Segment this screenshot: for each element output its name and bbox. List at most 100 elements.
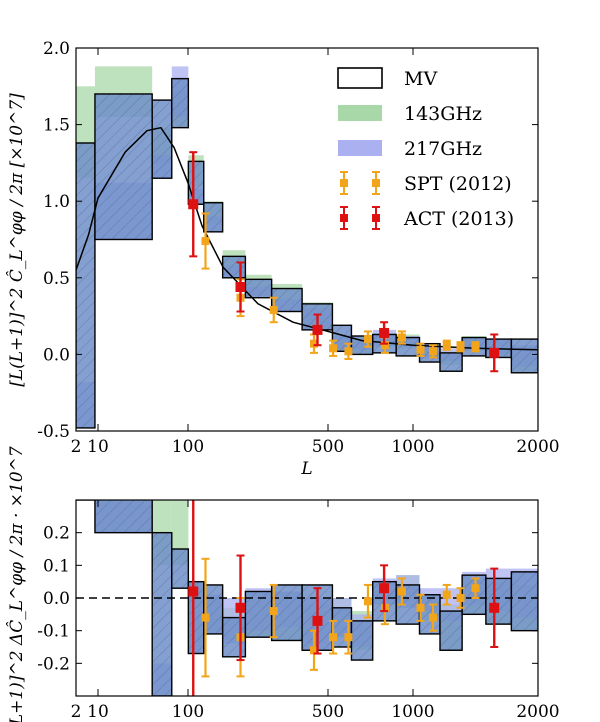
- spt-point: [363, 597, 372, 606]
- legend-label: MV: [404, 68, 437, 90]
- legend: MV 143GHz 217GHz SPT (2012) ACT (2013): [337, 67, 514, 230]
- mv-bin: [510, 571, 538, 632]
- spt-point: [363, 335, 372, 344]
- x-tick-label: 10: [87, 702, 109, 722]
- act-point: [188, 586, 199, 597]
- mv-bin-hatch: [203, 584, 223, 634]
- mv-bin-hatch: [271, 288, 303, 312]
- spt-point: [269, 607, 278, 616]
- spt-point: [344, 633, 353, 642]
- legend-marker: [340, 179, 348, 187]
- spt-point: [397, 587, 406, 596]
- mv-bin-hatch: [171, 549, 189, 589]
- mv-bin: [76, 142, 96, 429]
- spt-point: [310, 646, 318, 655]
- spt-point: [344, 347, 353, 356]
- spt-point: [201, 237, 210, 246]
- mv-bin: [151, 99, 173, 179]
- spt-point: [310, 339, 318, 348]
- mv-bin: [510, 338, 538, 374]
- legend-item: 143GHz: [338, 103, 482, 125]
- mv-bin-hatch: [152, 532, 172, 696]
- mv-bin-hatch: [485, 578, 512, 625]
- mv-bin-hatch: [440, 352, 463, 372]
- top-data-layer: [76, 66, 538, 429]
- legend-label: 143GHz: [404, 103, 482, 125]
- act-point: [312, 615, 323, 626]
- y-tick-label: 0.2: [43, 524, 70, 544]
- spt-point: [416, 345, 425, 354]
- mv-bin-hatch: [203, 202, 223, 232]
- spt-point: [471, 342, 480, 351]
- x-tick-label: 100: [172, 702, 204, 722]
- mv-bin-hatch: [76, 142, 95, 428]
- spt-point: [442, 341, 451, 350]
- act-point: [235, 602, 246, 613]
- mv-bin: [270, 287, 303, 313]
- act-point: [235, 281, 246, 292]
- top-ticks: -0.5 0.0 0.5 1.0 1.5 2.0 2 10 100 500 1000 2000: [37, 39, 559, 457]
- spt-point: [456, 342, 465, 351]
- legend-swatch-mv: [337, 67, 383, 89]
- mv-bin: [439, 610, 463, 651]
- legend-label: 217GHz: [404, 138, 482, 160]
- spt-point: [380, 341, 389, 350]
- legend-marker: [372, 214, 380, 222]
- spt-point: [471, 584, 480, 593]
- legend-marker: [372, 179, 380, 187]
- top-axes-frame: [75, 47, 539, 432]
- y-tick-label: 1.5: [43, 116, 70, 136]
- theory-curve: [76, 126, 538, 351]
- x-tick-label: 2: [71, 437, 82, 457]
- legend-item: MV: [337, 67, 437, 90]
- y-tick-label: 2.0: [43, 39, 70, 59]
- mv-bin-hatch: [222, 256, 246, 278]
- y-tick-label: 0.0: [43, 345, 70, 365]
- mv-bin-hatch: [94, 500, 153, 533]
- x-tick-label: 1000: [391, 437, 434, 457]
- legend-item: 217GHz: [338, 138, 482, 160]
- mv-bin-hatch: [332, 325, 352, 352]
- mv-bin: [171, 77, 190, 129]
- mv-bin-hatch: [245, 279, 272, 298]
- act-point: [188, 199, 199, 210]
- mv-bin-hatch: [245, 591, 272, 638]
- act-point: [379, 583, 390, 594]
- mv-bin-hatch: [171, 78, 189, 128]
- y-tick-label: 0.1: [43, 556, 70, 576]
- bottom-panel: -0.2 -0.1 0.0 0.1 0.2 2 10 100 500 1000 2000 [L(L+…: [6, 446, 560, 722]
- spt-point: [429, 613, 437, 622]
- bottom-ticks: -0.2 -0.1 0.0 0.1 0.2 2 10 100 500 1000 2000: [37, 500, 560, 722]
- act-point: [379, 327, 390, 338]
- y-tick-label: -0.5: [37, 422, 70, 442]
- x-tick-label: 2000: [516, 437, 559, 457]
- mv-bin-hatch: [188, 161, 204, 205]
- mv-bin-hatch: [462, 575, 486, 615]
- y-tick-label: 0.5: [43, 269, 70, 289]
- spt-point: [397, 333, 406, 342]
- bottom-data-layer: [76, 500, 538, 696]
- x-tick-label: 100: [172, 437, 204, 457]
- top-y-axis-label: [L(L+1)]^2 Ĉ_L^φφ / 2π [×10^7]: [6, 93, 27, 387]
- legend-item: SPT (2012): [340, 171, 512, 195]
- act-point: [312, 324, 323, 335]
- mv-bin-hatch: [440, 611, 463, 651]
- y-tick-label: 0.0: [43, 589, 70, 609]
- y-tick-label: -0.2: [37, 654, 70, 674]
- mv-bin-hatch: [351, 620, 373, 661]
- act-point: [489, 602, 500, 613]
- mv-bin: [171, 548, 190, 589]
- spt-point: [416, 603, 425, 612]
- x-tick-label: 2: [71, 702, 82, 722]
- spt-point: [269, 305, 278, 314]
- y-tick-label: -0.1: [37, 622, 70, 642]
- spt-point: [329, 633, 338, 642]
- y-tick-label: 1.0: [43, 192, 70, 212]
- x-tick-label: 1000: [391, 702, 434, 722]
- legend-label: ACT (2013): [403, 208, 514, 230]
- legend-label: SPT (2012): [404, 173, 512, 195]
- legend-marker: [340, 214, 348, 222]
- mv-bin: [151, 531, 173, 696]
- spt-point: [201, 613, 210, 622]
